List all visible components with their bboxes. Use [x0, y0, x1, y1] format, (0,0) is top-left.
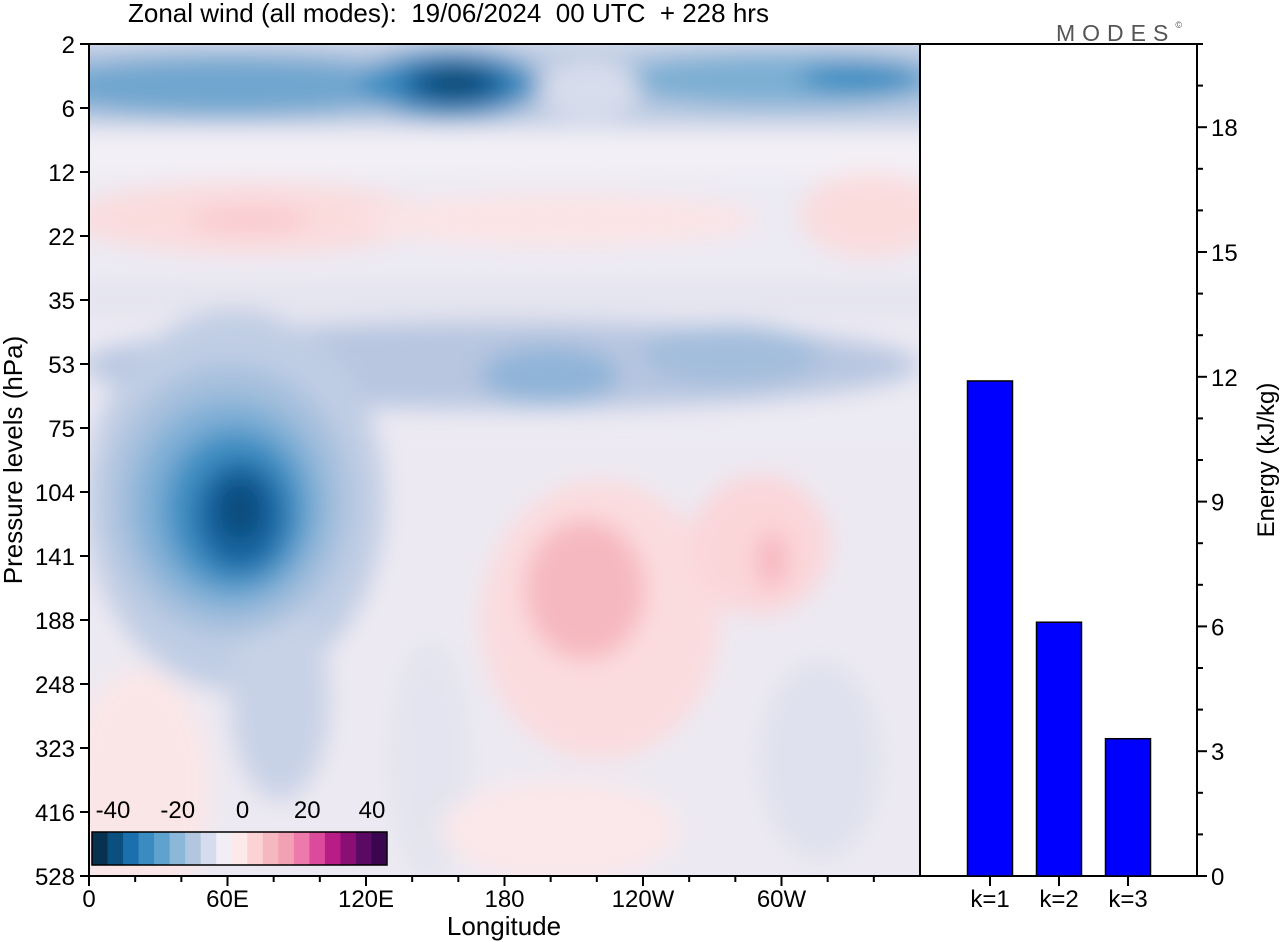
- colorbar-swatch: [340, 832, 357, 865]
- y-tick-label: 6: [62, 96, 75, 123]
- energy-tick-label: 12: [1211, 365, 1238, 392]
- colorbar-swatch: [154, 832, 171, 865]
- y-axis-label: Pressure levels (hPa): [0, 336, 28, 585]
- y-tick-label: 323: [35, 736, 75, 763]
- colorbar-swatch: [169, 832, 186, 865]
- y-tick-label: 35: [48, 288, 75, 315]
- x-tick-label: 0: [82, 886, 95, 913]
- colorbar-swatch: [92, 832, 109, 865]
- energy-tick-label: 15: [1211, 240, 1238, 267]
- y-tick-label: 416: [35, 800, 75, 827]
- y-tick-label: 188: [35, 608, 75, 635]
- colorbar-swatch: [309, 832, 326, 865]
- energy-bars: [966, 380, 1152, 877]
- colorbar-swatch: [262, 832, 279, 865]
- bar-category-label: k=2: [1039, 886, 1078, 913]
- colorbar-tick-label: 40: [359, 797, 386, 824]
- x-tick-label: 120E: [338, 886, 394, 913]
- modes-logo: MODES©: [1056, 20, 1182, 47]
- colorbar-tick-label: 20: [294, 797, 321, 824]
- x-tick-label: 60W: [757, 886, 807, 913]
- y-tick-label: 528: [35, 864, 75, 891]
- energy-axes: k=1 k=2 k=3 0 3 6 9 12 15 18: [970, 43, 1238, 913]
- energy-tick-label: 9: [1211, 490, 1224, 517]
- colorbar-swatch: [293, 832, 310, 865]
- energy-axis-label: Energy (kJ/kg): [1253, 383, 1280, 538]
- colorbar-swatch: [185, 832, 202, 865]
- colorbar: -40 -20 0 20 40: [91, 797, 388, 866]
- zonal-wind-heatmap: [89, 44, 920, 876]
- y-tick-label: 141: [35, 544, 75, 571]
- colorbar-swatch: [355, 832, 372, 865]
- bar-category-label: k=1: [970, 886, 1009, 913]
- colorbar-swatch: [278, 832, 295, 865]
- colorbar-swatch: [247, 832, 264, 865]
- colorbar-swatch: [138, 832, 155, 865]
- y-tick-label: 12: [48, 160, 75, 187]
- y-tick-label: 104: [35, 480, 75, 507]
- y-tick-label: 75: [48, 416, 75, 443]
- colorbar-tick-label: -20: [160, 797, 195, 824]
- colorbar-tick-label: -40: [96, 797, 131, 824]
- energy-tick-label: 18: [1211, 115, 1238, 142]
- colorbar-swatch: [123, 832, 140, 865]
- colorbar-tick-label: 0: [236, 797, 249, 824]
- colorbar-frame: [91, 831, 388, 866]
- chart-title: Zonal wind (all modes): 19/06/2024 00 UT…: [128, 0, 769, 28]
- energy-tick-label: 0: [1211, 864, 1224, 891]
- y-tick-label: 53: [48, 352, 75, 379]
- x-tick-label: 120W: [612, 886, 675, 913]
- y-tick-label: 248: [35, 672, 75, 699]
- y-tick-label: 22: [48, 224, 75, 251]
- x-tick-label: 180: [484, 886, 524, 913]
- x-tick-label: 60E: [206, 886, 249, 913]
- logo-text: MODES: [1056, 20, 1176, 46]
- heatmap-axes: 2 6 12 22 35 53 75 104 141 188 248 323 416 528 0 60E 120…: [35, 32, 875, 913]
- y-tick-label: 2: [62, 32, 75, 59]
- energy-tick-label: 6: [1211, 614, 1224, 641]
- energy-bar: [966, 380, 1014, 877]
- colorbar-swatch: [324, 832, 341, 865]
- logo-mark: ©: [1175, 20, 1182, 30]
- colorbar-swatch: [231, 832, 248, 865]
- x-axis-label: Longitude: [447, 911, 561, 941]
- energy-bar: [1104, 737, 1152, 877]
- heatmap-contours: [89, 44, 920, 876]
- energy-bar: [1035, 621, 1083, 877]
- colorbar-swatch: [200, 832, 217, 865]
- colorbar-swatch: [371, 832, 388, 865]
- colorbar-swatch: [216, 832, 233, 865]
- bar-category-label: k=3: [1108, 886, 1147, 913]
- colorbar-swatch: [107, 832, 124, 865]
- energy-tick-label: 3: [1211, 739, 1224, 766]
